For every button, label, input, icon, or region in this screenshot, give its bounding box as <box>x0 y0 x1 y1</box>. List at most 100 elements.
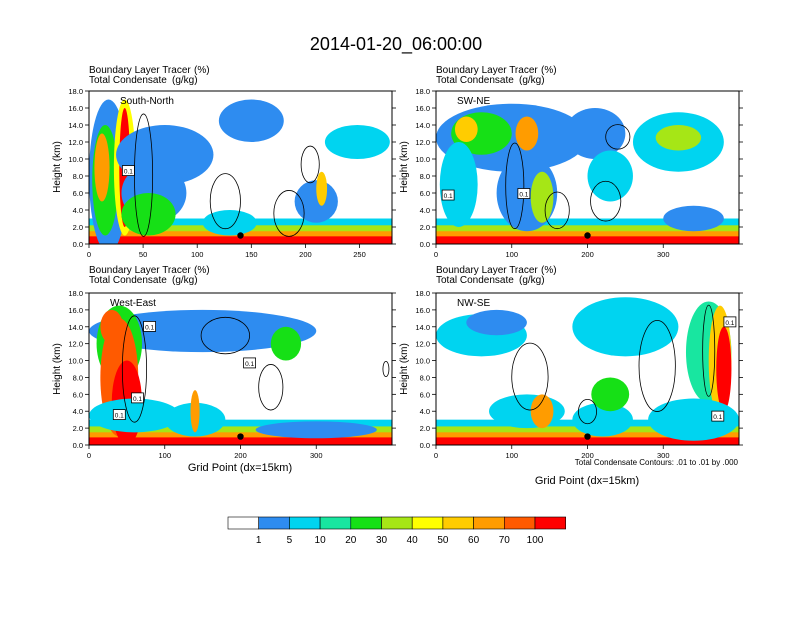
x-tick-label: 300 <box>657 250 670 259</box>
tracer-blob <box>121 193 176 236</box>
plot-area: 0.1 0.1 0.1 0.1 <box>89 293 392 445</box>
panel-2: 0.1 0.1 0.1 0.1 West-East 0.0 2.0 4.0 6.0 8.0 10.0… <box>68 289 396 460</box>
svg-text:0.1: 0.1 <box>245 361 254 368</box>
header-line1-label: Boundary Layer Tracer <box>436 265 538 276</box>
x-axis-label-right: Grid Point (dx=15km) <box>535 475 639 487</box>
y-tick-label: 4.0 <box>420 206 430 215</box>
y-tick-label: 8.0 <box>73 373 83 382</box>
x-tick-label: 150 <box>245 250 258 259</box>
colorbar-label: 40 <box>407 535 419 546</box>
tracer-blob <box>94 133 110 202</box>
y-tick-label: 6.0 <box>73 390 83 399</box>
tracer-blob <box>270 326 302 361</box>
location-marker <box>237 232 244 239</box>
colorbar-label: 30 <box>376 535 388 546</box>
y-tick-label: 16.0 <box>68 104 83 113</box>
colorbar-label: 60 <box>468 535 480 546</box>
tracer-blob <box>587 150 633 202</box>
figure-title: 2014-01-20_06:00:00 <box>310 34 482 55</box>
header-line1-label: Boundary Layer Tracer <box>89 265 191 276</box>
panel-header-1: Boundary Layer Tracer (%) Total Condensa… <box>436 65 557 86</box>
svg-text:0.1: 0.1 <box>115 413 124 420</box>
tracer-blob <box>202 210 257 236</box>
y-tick-label: 8.0 <box>420 373 430 382</box>
y-tick-label: 0.0 <box>420 240 430 249</box>
surface-band <box>89 437 392 445</box>
contour-label: 0.1 <box>243 357 256 369</box>
header-line2-units: (g/kg) <box>519 275 545 286</box>
y-tick-label: 6.0 <box>420 390 430 399</box>
svg-text:0.1: 0.1 <box>519 192 528 199</box>
tracer-blob <box>218 99 284 142</box>
tracer-blob <box>716 326 732 412</box>
condensate-contour <box>702 304 716 397</box>
header-line2-units: (g/kg) <box>172 75 198 86</box>
header-line1-label: Boundary Layer Tracer <box>436 65 538 76</box>
y-tick-label: 14.0 <box>415 121 430 130</box>
x-tick-label: 100 <box>158 451 171 460</box>
contour-label: 0.1 <box>131 392 144 404</box>
y-tick-label: 14.0 <box>415 323 430 332</box>
y-tick-label: 10.0 <box>68 357 83 366</box>
tracer-blob <box>324 125 390 159</box>
y-tick-label: 4.0 <box>73 206 83 215</box>
panel-title: SW-NE <box>457 96 490 107</box>
surface-band <box>436 437 739 445</box>
x-tick-label: 0 <box>434 451 438 460</box>
condensate-contour <box>382 360 390 377</box>
location-marker <box>237 433 244 440</box>
tracer-blob <box>294 180 338 223</box>
tracer-blob <box>489 394 565 429</box>
y-tick-label: 0.0 <box>73 441 83 450</box>
plot-area: 0.1 0.1 <box>436 91 739 244</box>
x-tick-label: 250 <box>353 250 366 259</box>
plot-frame <box>88 90 393 245</box>
condensate-contour <box>200 316 250 355</box>
y-tick-label: 18.0 <box>68 87 83 96</box>
header-line2-label: Total Condensate <box>89 275 167 286</box>
y-tick-label: 12.0 <box>68 340 83 349</box>
header-line2-label: Total Condensate <box>436 275 514 286</box>
colorbar-label: 5 <box>287 535 293 546</box>
condensate-contour <box>121 315 147 423</box>
x-tick-label: 0 <box>434 250 438 259</box>
tracer-blob <box>530 171 554 223</box>
colorbar-label: 1 <box>256 535 262 546</box>
tracer-blob <box>515 116 539 151</box>
header-line2-units: (g/kg) <box>172 275 198 286</box>
contour-label: 0.1 <box>517 188 531 199</box>
y-axis-label-1: Height (km) <box>399 141 410 193</box>
colorbar-label: 10 <box>315 535 327 546</box>
y-tick-label: 0.0 <box>73 240 83 249</box>
plot-area: 0.1 0.1 <box>436 293 739 445</box>
y-tick-label: 18.0 <box>415 87 430 96</box>
colorbar-swatch <box>503 516 536 530</box>
tracer-blob <box>466 309 527 336</box>
tracer-blob <box>663 205 724 232</box>
y-tick-label: 14.0 <box>68 121 83 130</box>
svg-text:0.1: 0.1 <box>713 414 722 421</box>
x-tick-label: 300 <box>310 451 323 460</box>
tracer-blob <box>564 108 626 159</box>
y-tick-label: 12.0 <box>68 138 83 147</box>
panel-0: 0.1 South-North 0.0 2.0 4.0 6.0 8.0 10.0 12.0 14.… <box>68 87 396 259</box>
header-line2-label: Total Condensate <box>436 75 514 86</box>
header-line1-units: (%) <box>541 265 557 276</box>
tracer-blob <box>255 421 377 439</box>
header-line2-label: Total Condensate <box>89 75 167 86</box>
panel-3: 0.1 0.1 NW-SE 0.0 2.0 4.0 6.0 8.0 10.0 12.0 14.0 16… <box>415 289 743 460</box>
colorbar-label: 20 <box>345 535 357 546</box>
condensate-contour <box>505 142 525 230</box>
location-marker <box>584 232 591 239</box>
colorbar-swatch <box>258 516 290 530</box>
colorbar-label: 70 <box>499 535 511 546</box>
colorbar: 1 5 10 20 30 40 50 60 70 100 <box>227 516 567 546</box>
condensate-contour <box>578 398 597 425</box>
colorbar-swatch <box>289 516 321 530</box>
tracer-blob <box>439 142 478 227</box>
tracer-blob <box>591 377 630 412</box>
panel-header-2: Boundary Layer Tracer (%) Total Condensa… <box>89 265 210 286</box>
condensate-contour <box>209 173 241 230</box>
y-tick-label: 16.0 <box>415 306 430 315</box>
